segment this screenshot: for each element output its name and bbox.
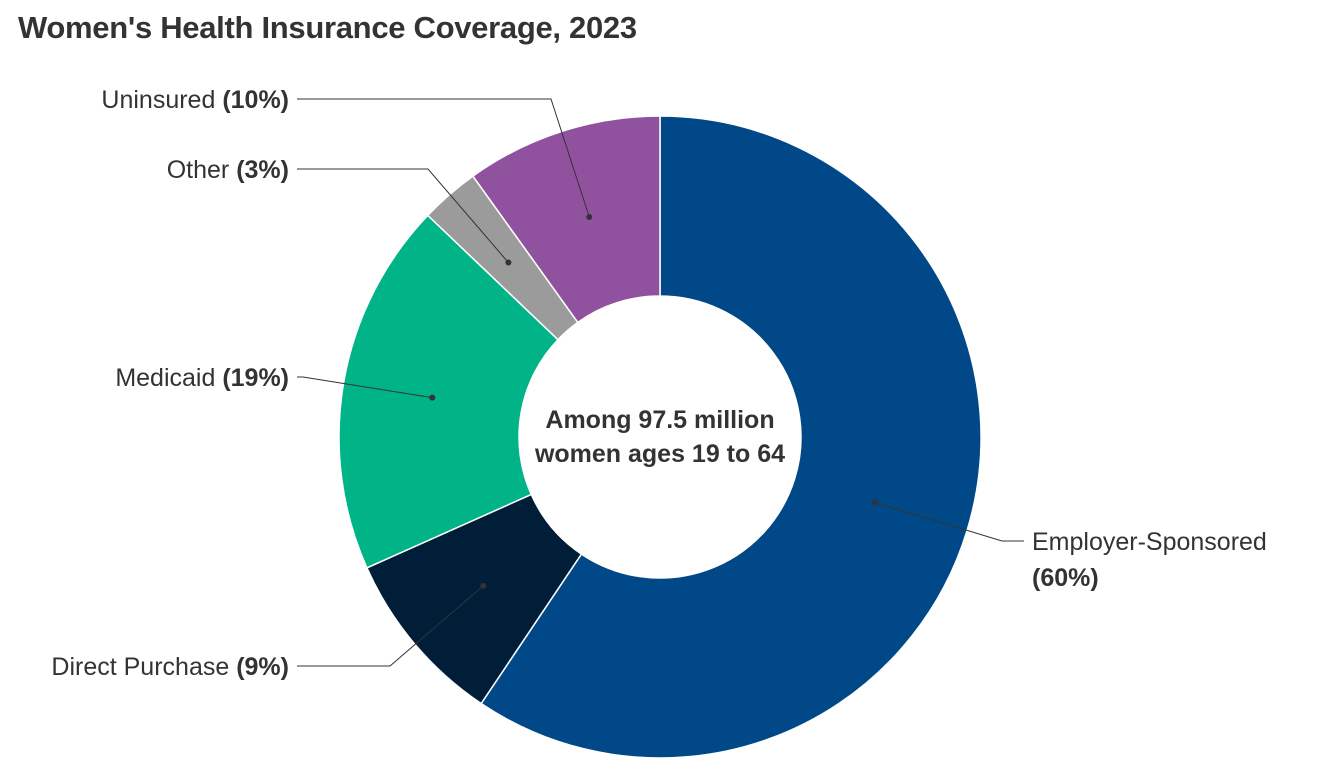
leader-lines-group: [297, 98, 1024, 667]
leader-line-direct-purchase: [297, 585, 484, 667]
leader-dot-medicaid: [429, 394, 436, 401]
slices-group: [338, 115, 982, 759]
center-label: Among 97.5 million women ages 19 to 64: [534, 406, 785, 468]
center-label-line-1: Among 97.5 million: [545, 406, 774, 434]
leader-dot-direct-purchase: [480, 582, 487, 589]
center-label-line-2: women ages 19 to 64: [534, 440, 785, 468]
leader-dot-employer-sponsored: [871, 499, 878, 506]
chart-title: Women's Health Insurance Coverage, 2023: [18, 10, 637, 45]
leader-line-other: [297, 168, 509, 263]
leader-dot-uninsured: [586, 213, 593, 220]
label-employer-sponsored-name: Employer-Sponsored: [1032, 528, 1267, 556]
slice-direct-purchase: [365, 493, 583, 705]
leader-dot-other: [505, 259, 512, 266]
label-medicaid: Medicaid (19%): [115, 364, 289, 392]
slice-uninsured: [471, 115, 661, 324]
leader-line-medicaid: [297, 376, 433, 399]
slice-employer-sponsored: [480, 115, 982, 759]
label-direct-purchase: Direct Purchase (9%): [51, 653, 289, 681]
label-uninsured: Uninsured (10%): [101, 86, 289, 114]
label-other: Other (3%): [167, 156, 289, 184]
leader-line-uninsured: [297, 98, 590, 218]
slice-medicaid: [338, 214, 560, 569]
label-employer-sponsored-percent: (60%): [1032, 564, 1099, 592]
labels-group: Employer-Sponsored (60%) Direct Purchase (…: [51, 86, 1266, 681]
leader-line-employer-sponsored: [874, 501, 1024, 542]
